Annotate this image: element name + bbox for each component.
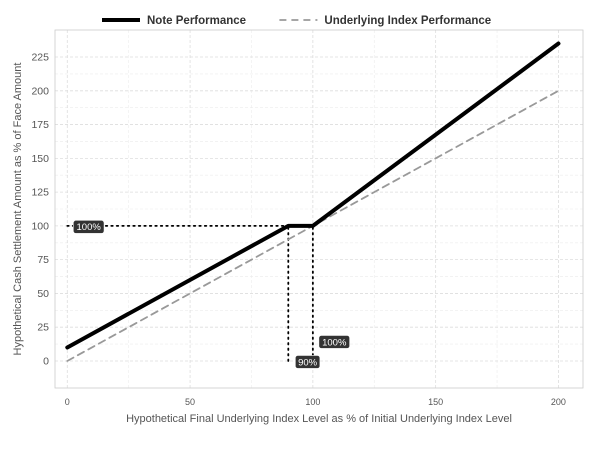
annotations: 100% 90% 100% <box>72 220 350 369</box>
grid <box>55 30 583 388</box>
y-tick-label: 25 <box>37 322 49 334</box>
annotation-box <box>318 335 350 349</box>
y-tick-label: 200 <box>31 85 49 97</box>
annotation-text: 90% <box>298 357 318 368</box>
reference-lines <box>66 224 314 362</box>
annotation-text: 100% <box>322 337 347 348</box>
legend-label: Underlying Index Performance <box>324 15 491 27</box>
y-axis-label: Hypothetical Cash Settlement Amount as %… <box>12 63 24 356</box>
note-performance-line <box>65 41 561 350</box>
x-tick-label: 50 <box>185 397 195 407</box>
annotation-box <box>72 220 105 234</box>
y-tick-label: 50 <box>37 288 49 300</box>
y-tick-label: 150 <box>31 153 49 165</box>
y-tick-label: 100 <box>31 220 49 232</box>
annotation-label: 100% <box>318 335 350 349</box>
y-tick-label: 225 <box>31 52 49 64</box>
y-tick-label: 175 <box>31 119 49 131</box>
annotation-label: 90% <box>295 355 321 369</box>
x-tick-label: 150 <box>428 397 443 407</box>
x-tick-label: 200 <box>551 397 566 407</box>
annotation-text: 100% <box>77 222 102 233</box>
y-tick-label: 0 <box>43 355 49 367</box>
legend: Note Performance Underlying Index Perform… <box>102 15 491 27</box>
annotation-label: 100% <box>72 220 105 234</box>
legend-label: Note Performance <box>147 15 246 27</box>
y-tick-label: 125 <box>31 187 49 199</box>
x-axis-label: Hypothetical Final Underlying Index Leve… <box>126 413 512 425</box>
x-tick-label: 100 <box>305 397 320 407</box>
axis-ticks: 0 50 100 150 200 0 25 50 75 100 125 150 175 200 225 <box>31 52 565 407</box>
y-tick-label: 75 <box>37 254 49 266</box>
annotation-box <box>295 355 321 369</box>
x-tick-label: 0 <box>65 397 70 407</box>
plot-frame <box>54 29 584 389</box>
series-lines <box>65 41 561 362</box>
